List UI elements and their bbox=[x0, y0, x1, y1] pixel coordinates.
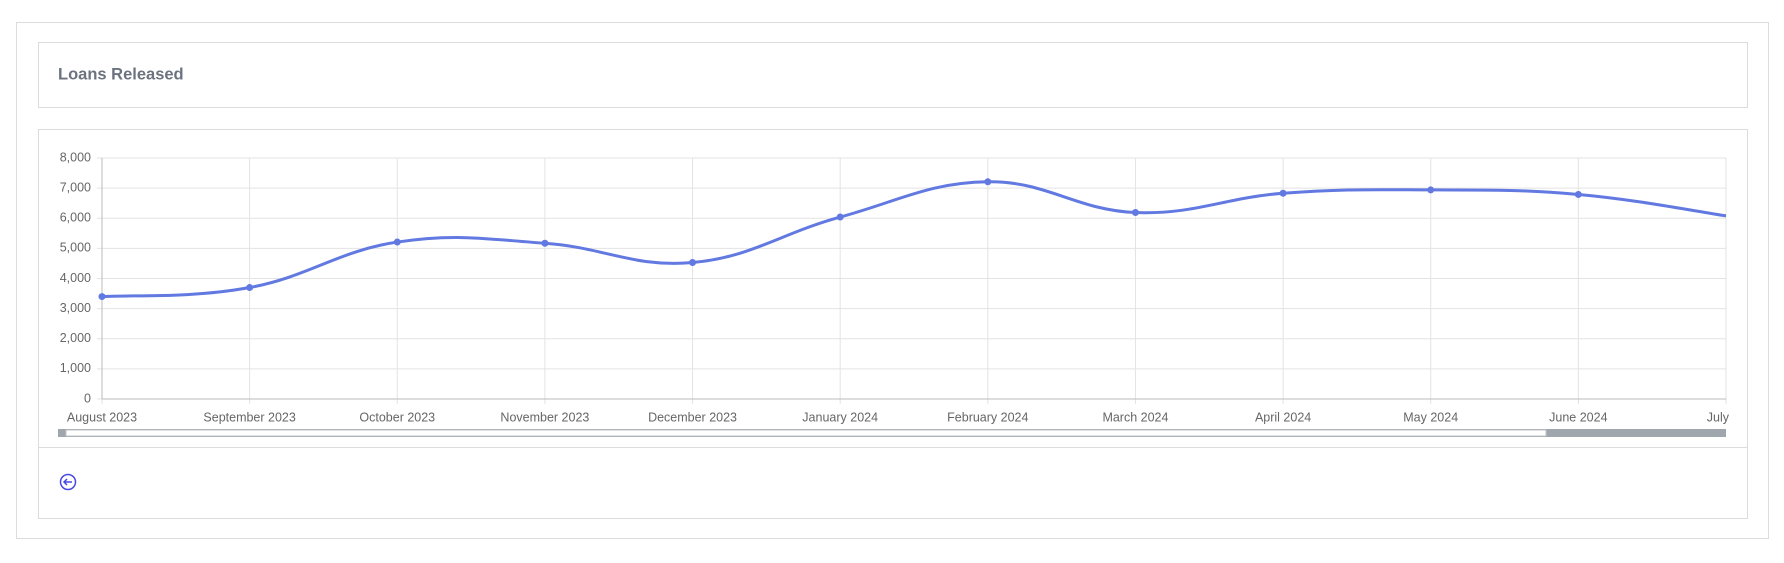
y-tick-label: 5,000 bbox=[60, 241, 91, 255]
y-tick-label: 8,000 bbox=[60, 150, 91, 164]
chart-box bbox=[38, 129, 1748, 448]
x-tick-label: August 2023 bbox=[67, 410, 137, 424]
point bbox=[1427, 186, 1435, 194]
scrollbar-thumb[interactable] bbox=[65, 429, 1547, 437]
point bbox=[836, 213, 844, 221]
point bbox=[246, 284, 254, 292]
back-button[interactable] bbox=[59, 473, 77, 491]
x-tick-label: June 2024 bbox=[1549, 410, 1607, 424]
x-tick-label: April 2024 bbox=[1255, 410, 1311, 424]
x-tick-label: March 2024 bbox=[1102, 410, 1168, 424]
point bbox=[1131, 209, 1139, 217]
back-icon[interactable] bbox=[59, 473, 77, 491]
y-tick-label: 1,000 bbox=[60, 361, 91, 375]
footer-box bbox=[38, 447, 1748, 519]
header-box bbox=[38, 42, 1748, 108]
point bbox=[984, 178, 992, 186]
y-tick-label: 3,000 bbox=[60, 301, 91, 315]
y-tick-label: 0 bbox=[84, 391, 91, 405]
point bbox=[393, 238, 401, 246]
point bbox=[689, 259, 697, 267]
x-tick-label: September 2023 bbox=[203, 410, 295, 424]
line bbox=[101, 180, 1727, 299]
point bbox=[1279, 189, 1287, 197]
x-tick-label: January 2024 bbox=[802, 410, 878, 424]
y-tick-label: 4,000 bbox=[60, 271, 91, 285]
point bbox=[541, 239, 549, 247]
point bbox=[98, 293, 106, 301]
x-tick-label: February 2024 bbox=[947, 410, 1028, 424]
x-tick-label: December 2023 bbox=[648, 410, 737, 424]
x-tick-label: May 2024 bbox=[1403, 410, 1458, 424]
y-tick-label: 7,000 bbox=[60, 180, 91, 194]
x-tick-label: November 2023 bbox=[500, 410, 589, 424]
point bbox=[1574, 190, 1582, 198]
x-tick-label: July bbox=[1707, 410, 1730, 424]
y-tick-label: 2,000 bbox=[60, 331, 91, 345]
y-tick-label: 6,000 bbox=[60, 211, 91, 225]
chart-title: Loans Released bbox=[58, 65, 184, 83]
back-arrow[interactable] bbox=[62, 478, 72, 486]
x-tick-label: October 2023 bbox=[359, 410, 435, 424]
